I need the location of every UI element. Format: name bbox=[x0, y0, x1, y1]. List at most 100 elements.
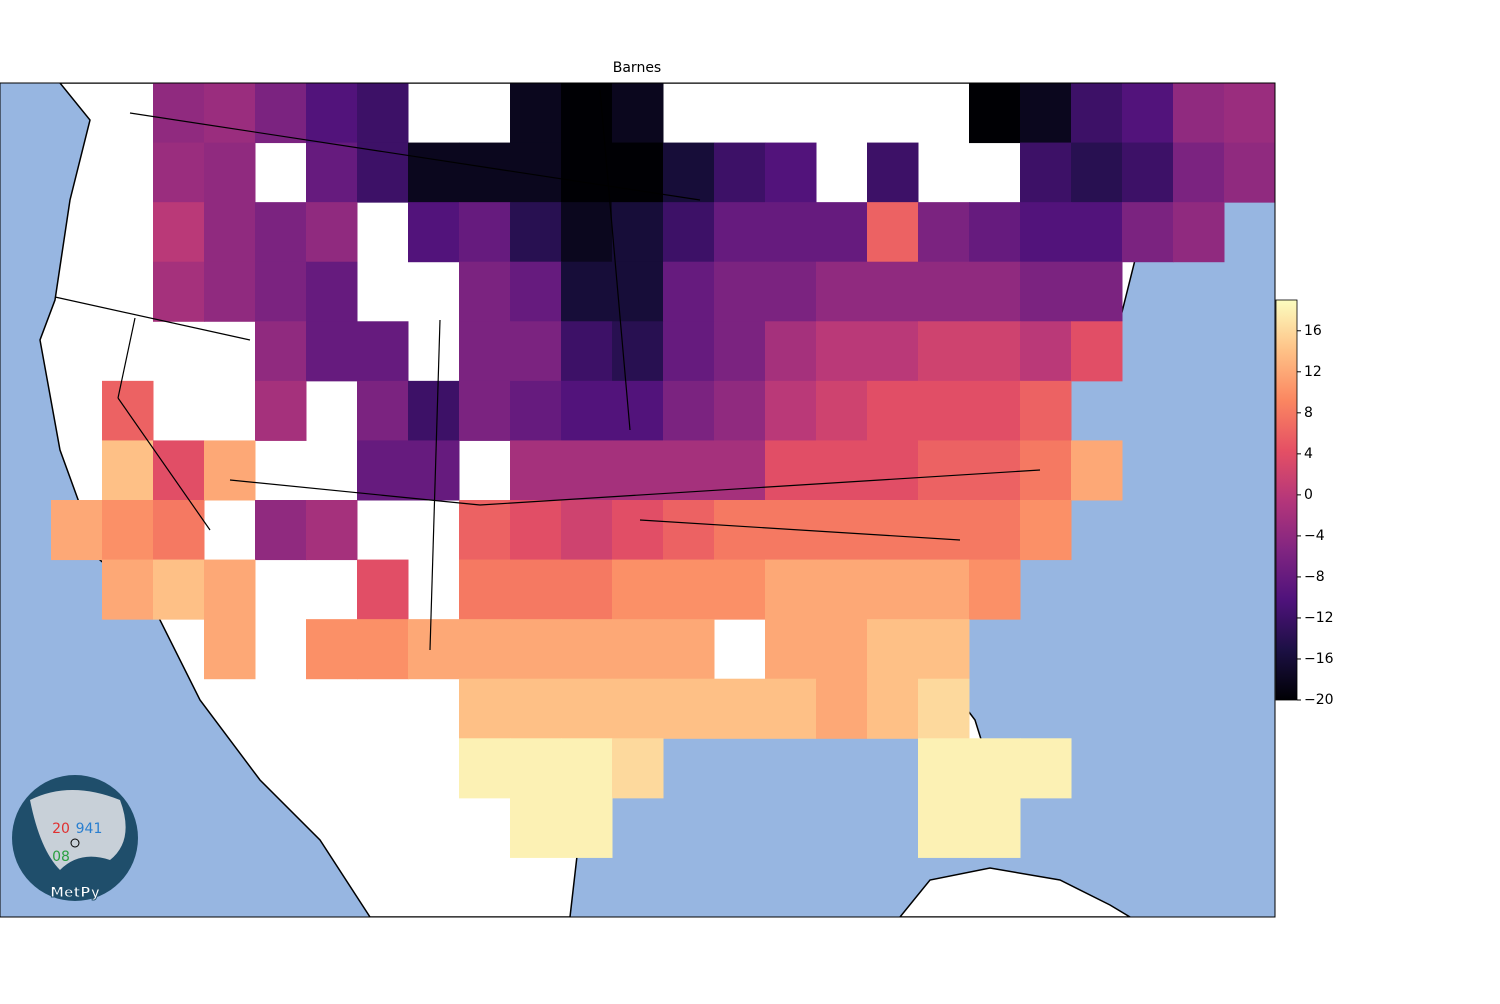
grid-cell bbox=[561, 202, 613, 263]
colorbar-tick-label: −12 bbox=[1304, 610, 1334, 626]
grid-cell bbox=[561, 321, 613, 382]
grid-cell bbox=[1020, 202, 1072, 263]
grid-cell bbox=[459, 738, 511, 799]
colorbar-tick-label: 0 bbox=[1304, 487, 1313, 503]
grid-cell bbox=[765, 678, 817, 739]
grid-cell bbox=[969, 202, 1021, 263]
colorbar: −20 −16 −12 −8 −4 0 4 8 12 16 bbox=[1275, 299, 1334, 708]
grid-cell bbox=[510, 619, 562, 680]
grid-cell bbox=[357, 559, 409, 620]
grid-cell bbox=[510, 559, 562, 620]
grid-cell bbox=[408, 380, 460, 441]
grid-cell bbox=[1071, 440, 1123, 501]
grid-cell bbox=[1020, 321, 1072, 382]
grid-cell bbox=[612, 261, 664, 322]
grid-cell bbox=[918, 380, 970, 441]
grid-cell bbox=[612, 678, 664, 739]
colorbar-tick-label: −8 bbox=[1304, 569, 1325, 585]
border bbox=[429, 319, 441, 651]
grid-cell bbox=[816, 261, 868, 322]
colorbar-tick-label: 4 bbox=[1304, 446, 1313, 462]
grid-cell bbox=[663, 500, 715, 561]
grid-cell bbox=[612, 321, 664, 382]
map-title: Barnes bbox=[613, 60, 661, 76]
grid-cell bbox=[204, 619, 256, 680]
grid-cell bbox=[102, 380, 154, 441]
grid-cell bbox=[459, 380, 511, 441]
borders bbox=[54, 89, 1041, 651]
grid-cell bbox=[561, 678, 613, 739]
grid-cell bbox=[816, 321, 868, 382]
grid-cell bbox=[918, 559, 970, 620]
temperature-grid bbox=[51, 83, 1275, 858]
grid-cell bbox=[255, 202, 307, 263]
grid-cell bbox=[1020, 500, 1072, 561]
grid-cell bbox=[1071, 321, 1123, 382]
grid-cell bbox=[918, 678, 970, 739]
grid-cell bbox=[612, 202, 664, 263]
grid-cell bbox=[459, 500, 511, 561]
grid-cell bbox=[816, 559, 868, 620]
grid-cell bbox=[714, 202, 766, 263]
grid-cell bbox=[918, 321, 970, 382]
grid-cell bbox=[867, 142, 919, 203]
grid-cell bbox=[561, 619, 613, 680]
grid-cell bbox=[204, 202, 256, 263]
grid-cell bbox=[714, 559, 766, 620]
grid-cell bbox=[816, 619, 868, 680]
grid-cell bbox=[816, 440, 868, 501]
cuba bbox=[899, 867, 1132, 917]
grid-cell bbox=[612, 83, 664, 144]
grid-cell bbox=[816, 380, 868, 441]
grid-cell bbox=[663, 619, 715, 680]
grid-cell bbox=[306, 202, 358, 263]
grid-cell bbox=[1173, 142, 1225, 203]
border bbox=[639, 519, 961, 541]
grid-cell bbox=[510, 380, 562, 441]
grid-cell bbox=[357, 380, 409, 441]
grid-cell bbox=[969, 797, 1021, 858]
grid-cell bbox=[867, 619, 919, 680]
border bbox=[117, 397, 211, 531]
grid-cell bbox=[561, 261, 613, 322]
grid-cell bbox=[612, 440, 664, 501]
border bbox=[129, 112, 701, 201]
colorbar-tick-label: 8 bbox=[1304, 405, 1313, 421]
grid-cell bbox=[561, 83, 613, 144]
grid-cell bbox=[51, 500, 103, 561]
grid-cell bbox=[1224, 142, 1275, 203]
grid-cell bbox=[1173, 83, 1225, 144]
border bbox=[117, 317, 136, 399]
grid-cell bbox=[459, 142, 511, 203]
grid-cell bbox=[867, 202, 919, 263]
grid-cell bbox=[102, 440, 154, 501]
grid-cell bbox=[816, 500, 868, 561]
grid-cell bbox=[1122, 142, 1174, 203]
grid-cell bbox=[816, 202, 868, 263]
grid-cell bbox=[153, 83, 205, 144]
grid-cell bbox=[969, 83, 1021, 144]
grid-cell bbox=[765, 380, 817, 441]
grid-cell bbox=[408, 619, 460, 680]
grid-cell bbox=[561, 142, 613, 203]
border bbox=[54, 296, 251, 341]
grid-cell bbox=[255, 500, 307, 561]
grid-cell bbox=[204, 559, 256, 620]
grid-cell bbox=[663, 380, 715, 441]
grid-cell bbox=[867, 559, 919, 620]
grid-cell bbox=[867, 678, 919, 739]
grid-cell bbox=[612, 559, 664, 620]
border bbox=[479, 469, 1041, 506]
grid-cell bbox=[714, 142, 766, 203]
grid-cell bbox=[714, 380, 766, 441]
grid-cell bbox=[255, 321, 307, 382]
grid-cell bbox=[459, 619, 511, 680]
grid-cell bbox=[1173, 202, 1225, 263]
grid-cell bbox=[612, 738, 664, 799]
grid-cell bbox=[918, 738, 970, 799]
grid-cell bbox=[612, 619, 664, 680]
grid-cell bbox=[153, 142, 205, 203]
grid-cell bbox=[714, 440, 766, 501]
grid-cell bbox=[1071, 202, 1123, 263]
